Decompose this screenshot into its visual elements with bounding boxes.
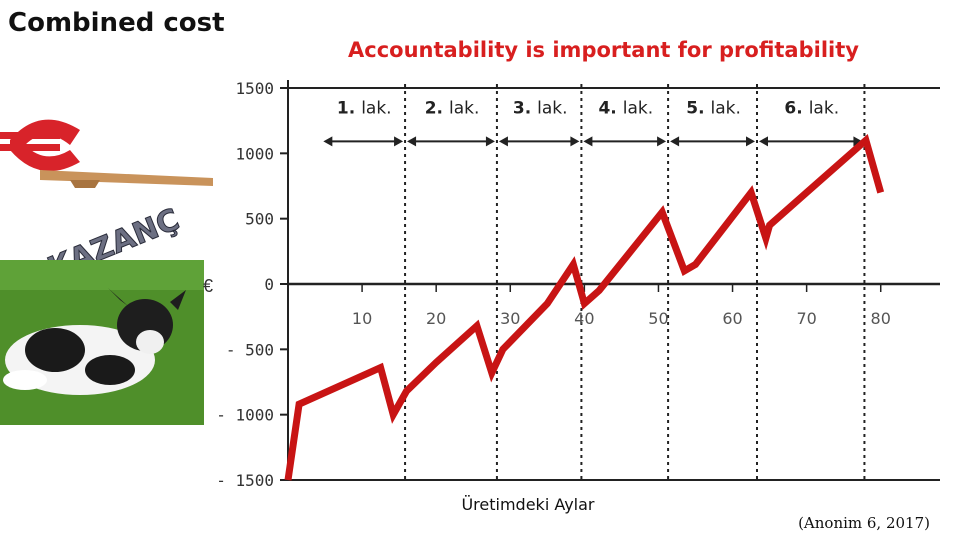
lactation-label: lak. xyxy=(361,98,391,118)
lactation-span: 1. lak. xyxy=(323,98,404,147)
lactation-number: 2. xyxy=(425,98,443,118)
citation: (Anonim 6, 2017) xyxy=(798,514,930,532)
lactation-number: 4. xyxy=(598,98,616,118)
arrow-left-head xyxy=(758,136,768,147)
profit-line xyxy=(284,134,885,481)
x-tick-label: 70 xyxy=(796,309,816,328)
lactation-label: lak. xyxy=(449,98,479,118)
arrow-right-head xyxy=(657,136,667,147)
x-tick-label: 20 xyxy=(426,309,446,328)
illustration-panel: KAZANÇ € xyxy=(0,110,215,425)
banner-sign: KAZANÇ xyxy=(20,200,188,287)
x-tick-label: 50 xyxy=(648,309,668,328)
lactation-span: 6. lak. xyxy=(758,98,863,147)
arrow-right-head xyxy=(394,136,404,147)
arrow-left-head xyxy=(498,136,508,147)
illustration-svg: KAZANÇ € xyxy=(0,119,213,425)
calf-photo xyxy=(0,260,204,425)
x-axis-label: Üretimdeki Aylar xyxy=(461,495,594,514)
arrow-left-head xyxy=(670,136,680,147)
x-tick-label: 60 xyxy=(722,309,742,328)
y-tick-label: 1500 xyxy=(235,79,274,98)
y-tick-label: 0 xyxy=(264,275,274,294)
lactation-label: lak. xyxy=(711,98,741,118)
arrow-right-head xyxy=(485,136,495,147)
arrow-left-head xyxy=(323,136,333,147)
y-tick-label: 1000 xyxy=(235,144,274,163)
arrow-right-head xyxy=(853,136,863,147)
lactation-number: 5. xyxy=(686,98,704,118)
lactation-label: lak. xyxy=(809,98,839,118)
x-tick-label: 80 xyxy=(871,309,891,328)
lactation-label: lak. xyxy=(623,98,653,118)
arrow-left-head xyxy=(583,136,593,147)
lactation-span: 2. lak. xyxy=(407,98,495,147)
x-tick-label: 40 xyxy=(574,309,594,328)
lactation-span: 5. lak. xyxy=(670,98,755,147)
chart-title: Accountability is important for profitab… xyxy=(348,38,859,62)
currency-symbol: € xyxy=(203,276,213,296)
lactation-number: 1. xyxy=(337,98,355,118)
lactation-number: 3. xyxy=(513,98,531,118)
arrow-right-head xyxy=(745,136,755,147)
y-tick-label: 500 xyxy=(245,210,274,229)
lactation-label: lak. xyxy=(537,98,567,118)
lactation-profit-chart: 1. lak. 2. lak. 3. lak. 4. lak. 5. lak. 6. lak. 150… xyxy=(216,79,940,514)
slide-title: Combined cost xyxy=(8,8,225,38)
x-tick-label: 30 xyxy=(500,309,520,328)
euro-scale-icon xyxy=(0,119,213,188)
y-tick-label: - 1500 xyxy=(216,471,274,490)
arrow-left-head xyxy=(407,136,417,147)
y-tick-label: - 500 xyxy=(226,340,274,359)
lactation-span: 4. lak. xyxy=(583,98,667,147)
arrow-right-head xyxy=(570,136,580,147)
lactation-span: 3. lak. xyxy=(498,98,580,147)
lactation-number: 6. xyxy=(784,98,802,118)
x-tick-label: 10 xyxy=(352,309,372,328)
y-tick-label: - 1000 xyxy=(216,406,274,425)
